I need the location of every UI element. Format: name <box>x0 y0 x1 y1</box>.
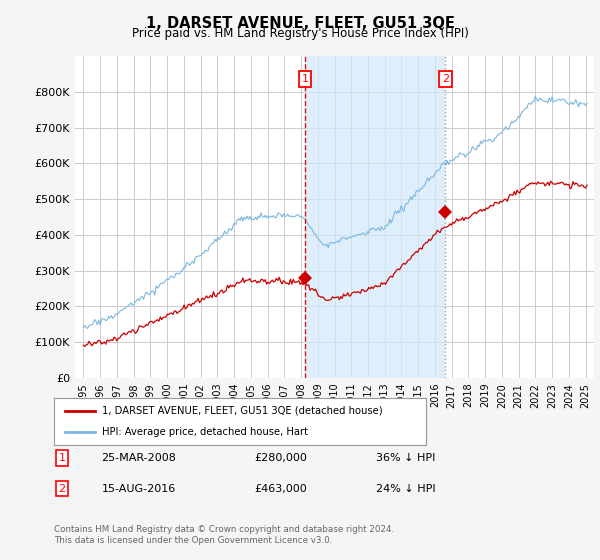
Text: 1: 1 <box>301 74 308 84</box>
Text: 2: 2 <box>442 74 449 84</box>
Text: 2: 2 <box>58 484 65 494</box>
Text: Contains HM Land Registry data © Crown copyright and database right 2024.
This d: Contains HM Land Registry data © Crown c… <box>54 525 394 545</box>
Text: £280,000: £280,000 <box>254 453 308 463</box>
Text: HPI: Average price, detached house, Hart: HPI: Average price, detached house, Hart <box>103 427 308 437</box>
Text: 25-MAR-2008: 25-MAR-2008 <box>101 453 176 463</box>
Text: Price paid vs. HM Land Registry's House Price Index (HPI): Price paid vs. HM Land Registry's House … <box>131 27 469 40</box>
Text: 36% ↓ HPI: 36% ↓ HPI <box>376 453 436 463</box>
Text: 1: 1 <box>58 453 65 463</box>
Text: £463,000: £463,000 <box>254 484 307 494</box>
Text: 15-AUG-2016: 15-AUG-2016 <box>101 484 176 494</box>
Text: 1, DARSET AVENUE, FLEET, GU51 3QE: 1, DARSET AVENUE, FLEET, GU51 3QE <box>146 16 454 31</box>
Text: 1, DARSET AVENUE, FLEET, GU51 3QE (detached house): 1, DARSET AVENUE, FLEET, GU51 3QE (detac… <box>103 406 383 416</box>
Bar <box>305 56 445 378</box>
Text: 24% ↓ HPI: 24% ↓ HPI <box>376 484 436 494</box>
